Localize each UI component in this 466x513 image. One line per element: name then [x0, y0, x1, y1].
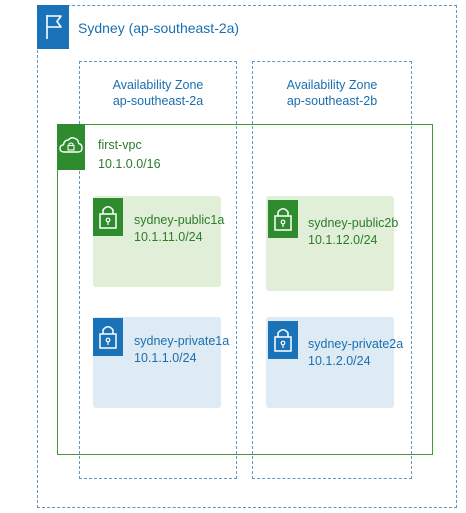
region-group — [37, 5, 457, 508]
subnet-name: sydney-public1a — [134, 213, 225, 227]
subnet-name: sydney-private1a — [134, 334, 230, 348]
vpc-name: first-vpc — [98, 138, 142, 152]
region-label: Sydney (ap-southeast-2a) — [78, 20, 240, 36]
subnet-cidr: 10.1.2.0/24 — [308, 354, 371, 368]
availability-zone-a — [79, 61, 237, 479]
private-subnet-1a-label: sydney-private1a 10.1.1.0/24 — [134, 333, 229, 367]
padlock-icon — [93, 198, 123, 236]
az-a-label: Availability Zone ap-southeast-2a — [79, 77, 237, 109]
subnet-cidr: 10.1.12.0/24 — [308, 233, 378, 247]
public-subnet-2b-label: sydney-public2b 10.1.12.0/24 — [308, 215, 398, 249]
public-subnet-1a-label: sydney-public1a 10.1.11.0/24 — [134, 212, 224, 246]
az-b-title: Availability Zone — [286, 78, 378, 92]
subnet-name: sydney-public2b — [308, 216, 399, 230]
az-b-name: ap-southeast-2b — [286, 94, 378, 108]
availability-zone-b — [252, 61, 412, 479]
az-a-title: Availability Zone — [112, 78, 204, 92]
az-a-name: ap-southeast-2a — [112, 94, 204, 108]
vpc-cidr: 10.1.0.0/16 — [98, 157, 161, 171]
subnet-cidr: 10.1.1.0/24 — [134, 351, 197, 365]
subnet-name: sydney-private2a — [308, 337, 404, 351]
az-b-label: Availability Zone ap-southeast-2b — [252, 77, 412, 109]
subnet-cidr: 10.1.11.0/24 — [134, 230, 203, 244]
padlock-icon — [93, 318, 123, 356]
vpc-group — [57, 124, 433, 455]
private-subnet-2a-label: sydney-private2a 10.1.2.0/24 — [308, 336, 403, 370]
padlock-icon — [268, 200, 298, 238]
cloud-lock-icon — [57, 124, 85, 170]
padlock-icon — [268, 321, 298, 359]
flag-icon — [37, 5, 69, 49]
